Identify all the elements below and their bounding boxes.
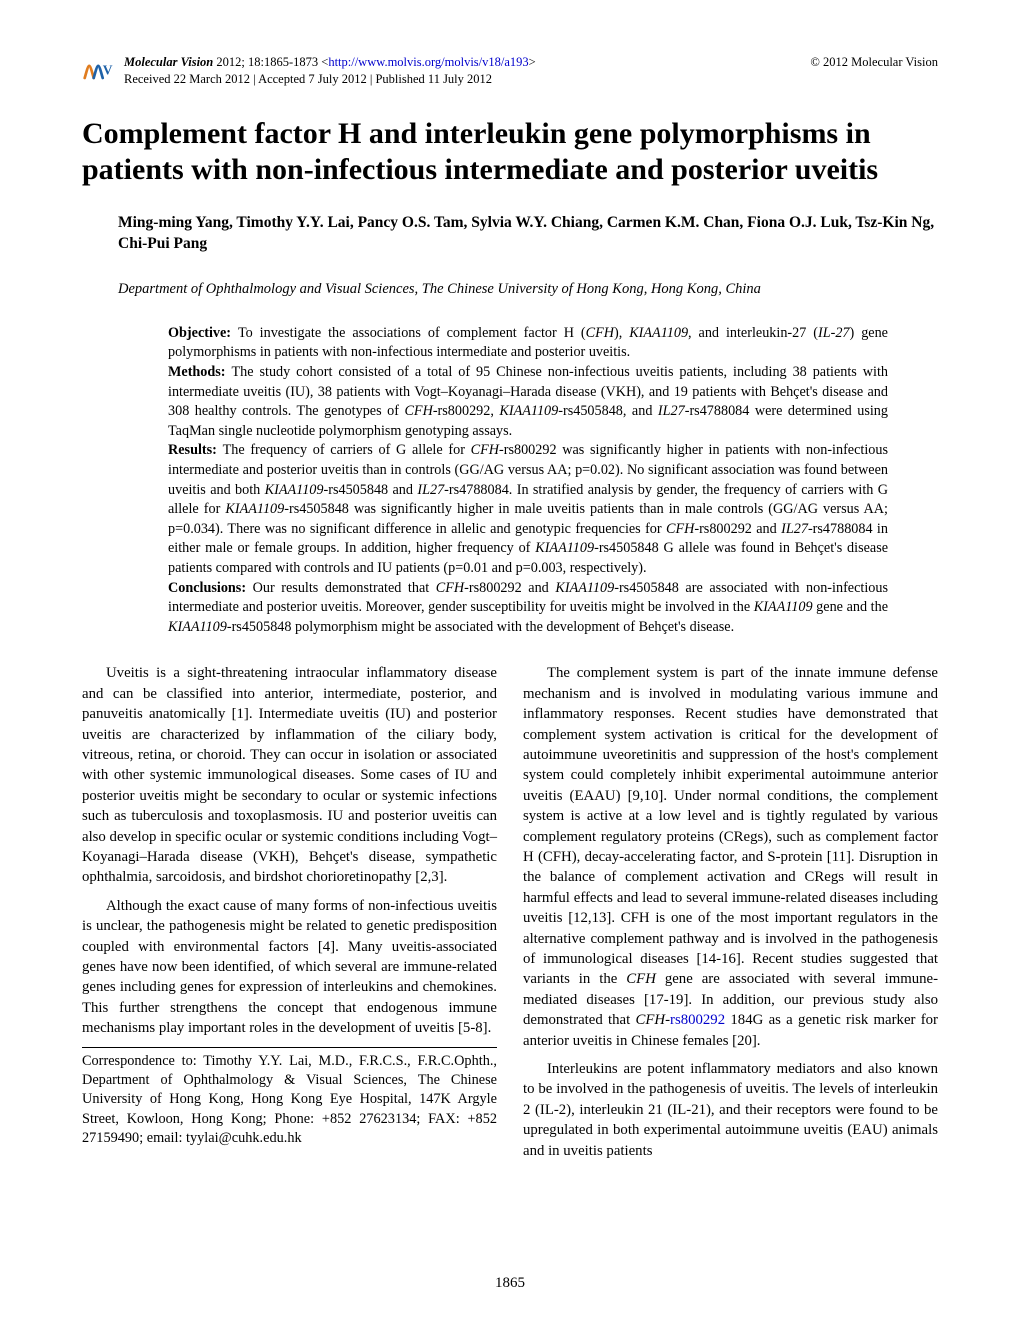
- body-paragraph-2: Although the exact cause of many forms o…: [82, 896, 497, 1039]
- affiliation: Department of Ophthalmology and Visual S…: [82, 281, 938, 298]
- body-paragraph-4: Interleukins are potent inflammatory med…: [523, 1059, 938, 1161]
- year-vol-pages: 2012; 18:1865-1873 <: [213, 55, 328, 69]
- header-left: V Molecular Vision 2012; 18:1865-1873 <h…: [82, 54, 536, 88]
- page-header: V Molecular Vision 2012; 18:1865-1873 <h…: [82, 54, 938, 88]
- conclusions-label: Conclusions:: [168, 580, 253, 596]
- journal-block: Molecular Vision 2012; 18:1865-1873 <htt…: [124, 54, 536, 88]
- abstract-methods: Methods: The study cohort consisted of a…: [168, 363, 888, 441]
- author-list: Ming-ming Yang, Timothy Y.Y. Lai, Pancy …: [82, 213, 938, 255]
- methods-label: Methods:: [168, 364, 231, 380]
- copyright: © 2012 Molecular Vision: [810, 54, 938, 71]
- body-two-column: Uveitis is a sight-threatening intraocul…: [82, 663, 938, 1163]
- journal-logo-icon: V: [82, 56, 118, 82]
- rs-number-link[interactable]: rs800292: [670, 1012, 725, 1028]
- article-url-link[interactable]: http://www.molvis.org/molvis/v18/a193: [328, 55, 528, 69]
- objective-label: Objective:: [168, 325, 238, 341]
- abstract-block: Objective: To investigate the associatio…: [82, 324, 938, 638]
- article-title: Complement factor H and interleukin gene…: [82, 116, 938, 189]
- abstract-results: Results: The frequency of carriers of G …: [168, 441, 888, 578]
- received-line: Received 22 March 2012 | Accepted 7 July…: [124, 72, 492, 86]
- body-paragraph-1: Uveitis is a sight-threatening intraocul…: [82, 663, 497, 887]
- results-label: Results:: [168, 442, 223, 458]
- url-close: >: [529, 55, 536, 69]
- abstract-conclusions: Conclusions: Our results demonstrated th…: [168, 579, 888, 638]
- correspondence-block: Correspondence to: Timothy Y.Y. Lai, M.D…: [82, 1052, 497, 1149]
- page-number: 1865: [0, 1275, 1020, 1292]
- abstract-objective: Objective: To investigate the associatio…: [168, 324, 888, 363]
- body-paragraph-3: The complement system is part of the inn…: [523, 663, 938, 1051]
- svg-text:V: V: [103, 62, 113, 77]
- journal-name: Molecular Vision: [124, 55, 213, 69]
- correspondence-rule: [82, 1047, 497, 1048]
